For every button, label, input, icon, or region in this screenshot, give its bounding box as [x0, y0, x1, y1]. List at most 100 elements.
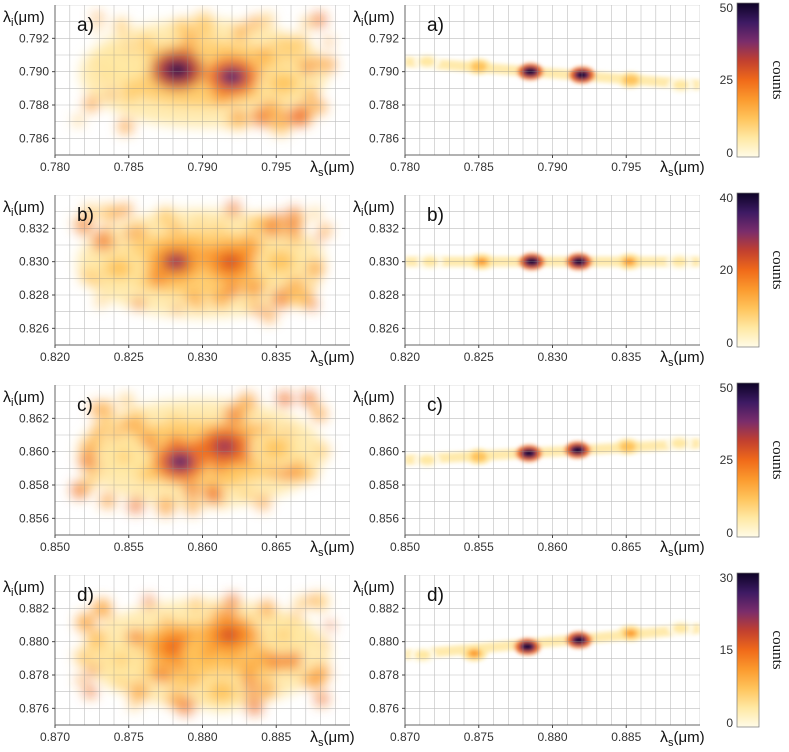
- x-tick-label: 0.885: [261, 730, 291, 744]
- peak-4: [617, 72, 644, 88]
- panel-label: b): [427, 205, 444, 226]
- heat-layer: [74, 592, 335, 716]
- noise-blob: [118, 203, 134, 218]
- x-tick-label: 0.790: [537, 160, 567, 174]
- colorbar-label: counts: [769, 630, 785, 669]
- simulated-panel-3: 0.876 0.878 0.880 0.882 0.870 0.875 0.880 0.885…: [353, 575, 705, 749]
- noise-blob: [245, 697, 264, 716]
- noise-blob: [293, 55, 307, 69]
- measured-panel-0: 0.786 0.788 0.790 0.792 0.780 0.785 0.790 0.795…: [3, 5, 355, 179]
- x-axis-subscript: s: [668, 167, 674, 179]
- x-tick-label: 0.820: [390, 350, 420, 364]
- noise-blob: [119, 393, 134, 408]
- colorbar-strip: [736, 382, 760, 538]
- x-tick-label: 0.850: [390, 540, 420, 554]
- y-axis-subscript: i: [11, 207, 13, 219]
- peak-core: [626, 630, 636, 637]
- y-axis-subscript: i: [11, 397, 13, 409]
- noise-blob: [172, 17, 192, 37]
- heat-layer: [71, 390, 330, 517]
- noise-blob: [76, 674, 87, 685]
- noise-blob: [271, 288, 292, 309]
- noise-blob: [246, 214, 267, 235]
- heatmap-body: [55, 5, 350, 155]
- noise-blob: [162, 616, 171, 626]
- y-tick-label: 0.786: [369, 131, 399, 145]
- y-tick-label: 0.790: [19, 65, 49, 79]
- peak-3: [257, 63, 310, 104]
- peak-core: [111, 263, 126, 274]
- noise-blob: [131, 409, 144, 422]
- y-axis-unit: (μm): [363, 579, 394, 596]
- noise-blob: [302, 670, 320, 689]
- peak-core: [676, 82, 686, 88]
- colorbar-tick-label: 0: [726, 146, 733, 160]
- heat-layer: [72, 201, 332, 323]
- x-tick-label: 0.875: [114, 730, 144, 744]
- y-tick-label: 0.792: [19, 31, 49, 45]
- noise-blob: [108, 206, 122, 220]
- noise-blob: [290, 463, 309, 482]
- noise-blob: [284, 217, 301, 234]
- x-tick-label: 0.855: [114, 540, 144, 554]
- x-axis-label: λs(μm): [310, 159, 355, 179]
- x-axis-label: λs(μm): [310, 539, 355, 559]
- simulated-panel-1: 0.826 0.828 0.830 0.832 0.820 0.825 0.830 0.835…: [353, 195, 705, 369]
- colorbar-tick-label: 15: [720, 643, 734, 657]
- noise-blob: [153, 665, 170, 683]
- x-tick-label: 0.790: [187, 160, 217, 174]
- y-tick-label: 0.832: [19, 221, 49, 235]
- y-axis-label: λi(μm): [353, 579, 395, 599]
- noise-blob: [94, 25, 103, 34]
- colorbar-tick-label: 0: [726, 336, 733, 350]
- grid: [55, 575, 350, 725]
- x-tick-label: 0.820: [40, 350, 70, 364]
- y-axis-label: λi(μm): [353, 9, 395, 29]
- noise-blob: [261, 307, 277, 323]
- colorbar-tick-label: 0: [726, 526, 733, 540]
- x-axis-label: λs(μm): [660, 539, 705, 559]
- heatmap-body: [55, 385, 350, 535]
- y-tick-label: 0.876: [369, 701, 399, 715]
- peak-5: [666, 435, 693, 452]
- x-axis-subscript: s: [318, 547, 324, 559]
- y-axis-unit: (μm): [363, 9, 394, 26]
- noise-blob: [74, 649, 88, 663]
- peak-0: [95, 640, 148, 680]
- peak-core: [626, 77, 636, 83]
- y-axis-unit: (μm): [13, 199, 44, 216]
- peak-core: [674, 440, 684, 447]
- y-tick-label: 0.882: [19, 601, 49, 615]
- noise-blob: [81, 439, 97, 455]
- x-axis-unit: (μm): [324, 349, 355, 366]
- x-axis-subscript: s: [668, 737, 674, 749]
- noise-blob: [81, 473, 99, 491]
- noise-blob: [285, 291, 301, 306]
- noise-blob: [309, 207, 321, 219]
- noise-blob: [240, 657, 260, 676]
- noise-blob: [245, 423, 258, 435]
- colorbar-strip: [736, 192, 760, 348]
- peak-2: [514, 638, 541, 655]
- y-tick-label: 0.826: [369, 321, 399, 335]
- noise-blob: [323, 36, 334, 47]
- y-tick-label: 0.882: [369, 601, 399, 615]
- noise-blob: [324, 620, 335, 631]
- x-tick-label: 0.785: [114, 160, 144, 174]
- y-axis-unit: (μm): [13, 579, 44, 596]
- y-tick-label: 0.828: [369, 288, 399, 302]
- peak-core: [524, 450, 534, 457]
- noise-blob: [73, 115, 84, 126]
- noise-blob: [225, 282, 240, 298]
- noise-blob: [233, 25, 248, 40]
- y-tick-label: 0.828: [19, 288, 49, 302]
- y-tick-label: 0.878: [19, 668, 49, 682]
- x-axis-subscript: s: [668, 547, 674, 559]
- x-tick-label: 0.850: [40, 540, 70, 554]
- x-tick-label: 0.780: [390, 160, 420, 174]
- colorbar-label: counts: [769, 440, 785, 479]
- y-axis-label: λi(μm): [3, 389, 45, 409]
- peak-core: [114, 655, 129, 665]
- noise-blob: [290, 34, 310, 53]
- noise-blob: [92, 232, 112, 252]
